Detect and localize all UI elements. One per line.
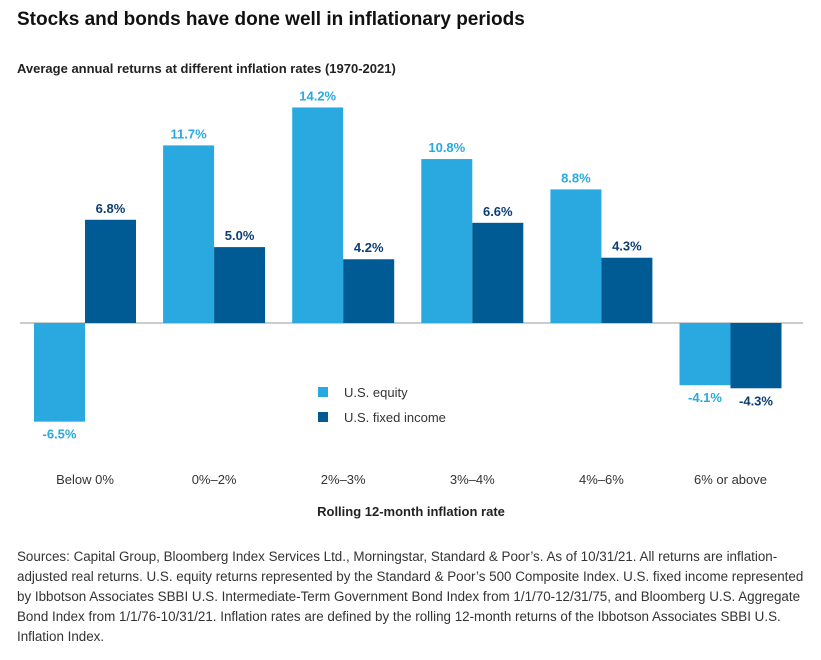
category-label-4: 4%–6% — [579, 472, 624, 487]
x-axis-title: Rolling 12-month inflation rate — [317, 504, 505, 519]
value-label-equity-3: 10.8% — [428, 140, 465, 155]
bar-fixed-income-4 — [601, 257, 653, 323]
bar-equity-0 — [34, 323, 85, 422]
category-label-0: Below 0% — [56, 472, 114, 487]
legend-label-equity: U.S. equity — [344, 385, 408, 400]
bar-equity-5 — [679, 323, 731, 386]
sources-note: Sources: Capital Group, Bloomberg Index … — [17, 549, 804, 644]
bar-chart: -6.5% 6.8% Below 0% 11.7% 5.0% 0%–2% 14.2% 4.2%… — [20, 88, 803, 519]
value-label-equity-1: 11.7% — [171, 126, 208, 141]
value-label-equity-5: -4.1% — [688, 390, 722, 405]
category-label-5: 6% or above — [694, 472, 767, 487]
bar-fixed-income-0 — [85, 219, 136, 323]
category-label-3: 3%–4% — [450, 472, 495, 487]
value-label-equity-0: -6.5% — [43, 427, 77, 442]
chart-subtitle: Average annual returns at different infl… — [17, 61, 396, 76]
value-label-fixed-income-2: 4.2% — [354, 240, 384, 255]
bar-equity-1 — [163, 145, 215, 323]
value-label-fixed-income-3: 6.6% — [483, 204, 513, 219]
value-label-fixed-income-1: 5.0% — [225, 228, 255, 243]
bar-fixed-income-5 — [730, 323, 782, 389]
legend-label-fixed-income: U.S. fixed income — [344, 410, 446, 425]
bar-fixed-income-2 — [343, 259, 395, 323]
legend-swatch-fixed-income — [318, 412, 328, 422]
value-label-fixed-income-5: -4.3% — [739, 393, 773, 408]
bar-equity-3 — [421, 159, 473, 323]
bar-equity-4 — [550, 189, 602, 323]
bar-equity-2 — [292, 107, 344, 323]
category-label-2: 2%–3% — [321, 472, 366, 487]
value-label-fixed-income-4: 4.3% — [612, 239, 642, 254]
value-label-equity-4: 8.8% — [561, 170, 591, 185]
category-label-1: 0%–2% — [192, 472, 237, 487]
legend-swatch-equity — [318, 387, 328, 397]
value-label-equity-2: 14.2% — [299, 88, 336, 103]
bar-fixed-income-3 — [472, 222, 524, 323]
value-label-fixed-income-0: 6.8% — [96, 201, 126, 216]
chart-title: Stocks and bonds have done well in infla… — [17, 9, 525, 30]
bar-fixed-income-1 — [214, 247, 266, 323]
